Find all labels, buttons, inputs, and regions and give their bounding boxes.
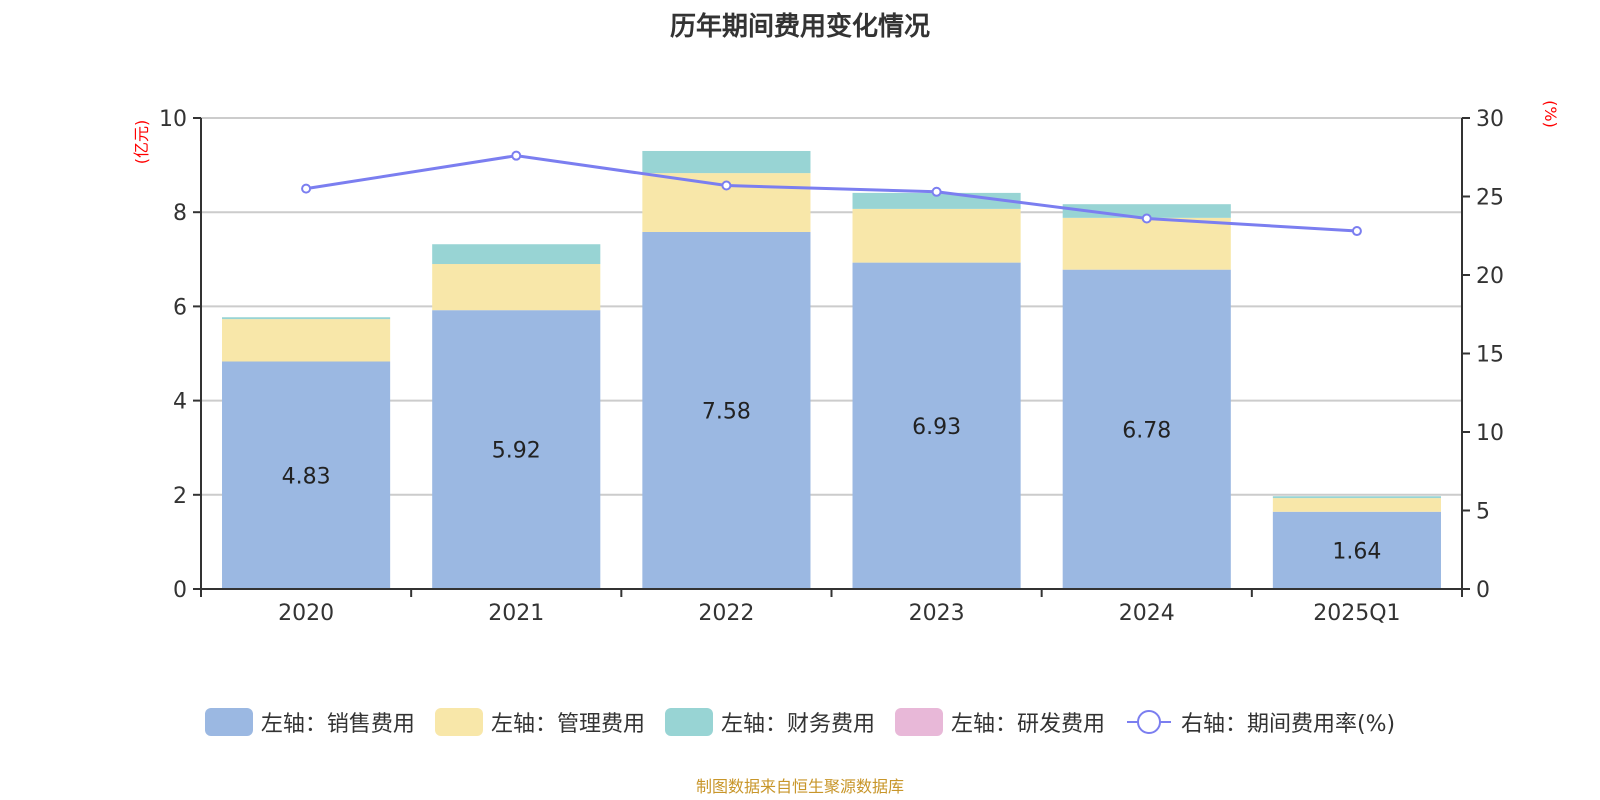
bar-data-label: 4.83 (282, 464, 331, 489)
x-tick-label: 2020 (278, 601, 334, 626)
chart-title: 历年期间费用变化情况 (669, 12, 930, 42)
bar-segment (432, 264, 601, 311)
bar-data-label: 6.93 (912, 415, 961, 440)
bar-segment (222, 319, 391, 362)
right-tick-label: 30 (1476, 107, 1504, 132)
rate-point (301, 183, 312, 194)
legend-label: 左轴：销售费用 (260, 712, 415, 737)
legend: 左轴：销售费用 左轴：管理费用 左轴：财务费用 左轴：研发费用 右轴：期间费用率… (0, 706, 1600, 738)
chart-plot: 0 2 4 6 8 10 0 5 10 15 20 25 30 2020 2021 2022 2023 2024 2… (132, 100, 1560, 626)
rate-line (301, 150, 1362, 237)
bar-data-label: 1.64 (1332, 539, 1381, 564)
bar-segment (642, 231, 811, 589)
left-tick-label: 8 (173, 201, 187, 226)
bar-segment (1272, 511, 1441, 589)
right-axis-unit: (%) (1541, 100, 1560, 128)
right-tick-label: 0 (1476, 578, 1490, 603)
left-axis-unit: (亿元) (132, 120, 151, 165)
legend-swatch-admin (434, 708, 483, 736)
bar-labels: 4.83 5.92 7.58 6.93 6.78 1.64 (282, 399, 1382, 564)
bar-segment (1062, 269, 1231, 589)
rate-point (931, 186, 942, 197)
right-tick-label: 10 (1476, 421, 1504, 446)
data-source-note: 制图数据来自恒生聚源数据库 (695, 777, 904, 796)
bar-segment (852, 208, 1021, 263)
left-tick-label: 2 (173, 484, 187, 509)
bar-segment (432, 310, 601, 589)
legend-label: 左轴：财务费用 (720, 712, 875, 737)
x-tick-label: 2025Q1 (1313, 601, 1400, 626)
legend-item-admin[interactable]: 左轴：管理费用 (434, 706, 645, 738)
rate-point (721, 180, 732, 191)
bar-segment (222, 317, 391, 320)
legend-item-rate[interactable]: 右轴：期间费用率(%) (1125, 706, 1395, 738)
left-tick-label: 6 (173, 295, 187, 320)
legend-label: 右轴：期间费用率(%) (1180, 712, 1396, 737)
rate-line-path (305, 154, 1358, 233)
x-tick-label: 2021 (488, 601, 544, 626)
legend-line-circle-icon (1126, 710, 1171, 734)
right-tick-label: 25 (1476, 186, 1504, 211)
x-tick-label: 2022 (698, 601, 754, 626)
axes: 0 2 4 6 8 10 0 5 10 15 20 25 30 2020 2021 2022 2023 2024 2… (159, 107, 1504, 626)
bar-segment (642, 150, 811, 174)
legend-swatch-sales (204, 708, 253, 736)
bar-segment (1272, 498, 1441, 512)
right-tick-label: 5 (1476, 500, 1490, 525)
legend-item-finance[interactable]: 左轴：财务费用 (664, 706, 875, 738)
x-tick-label: 2024 (1119, 601, 1175, 626)
rate-point (1141, 213, 1152, 224)
legend-item-rd[interactable]: 左轴：研发费用 (894, 706, 1105, 738)
rate-point (511, 150, 522, 161)
x-tick-label: 2023 (909, 601, 965, 626)
bar-data-label: 7.58 (702, 399, 751, 424)
right-tick-label: 15 (1476, 343, 1504, 368)
rate-point (1351, 226, 1362, 237)
left-tick-label: 0 (173, 578, 187, 603)
legend-label: 左轴：研发费用 (950, 712, 1105, 737)
bar-segment (1272, 496, 1441, 499)
bar-segment (852, 262, 1021, 589)
left-tick-label: 4 (173, 390, 187, 415)
bar-segment (432, 244, 601, 265)
legend-item-sales[interactable]: 左轴：销售费用 (204, 706, 415, 738)
left-tick-label: 10 (159, 107, 187, 132)
bar-data-label: 6.78 (1122, 418, 1171, 443)
bar-data-label: 5.92 (492, 439, 541, 464)
right-tick-label: 20 (1476, 264, 1504, 289)
legend-swatch-finance (664, 708, 713, 736)
legend-label: 左轴：管理费用 (490, 712, 645, 737)
bar-segment (222, 361, 391, 589)
bars (222, 150, 1441, 589)
bar-segment (1062, 217, 1231, 270)
grid-lines (201, 117, 1462, 496)
legend-swatch-rd (894, 708, 943, 736)
